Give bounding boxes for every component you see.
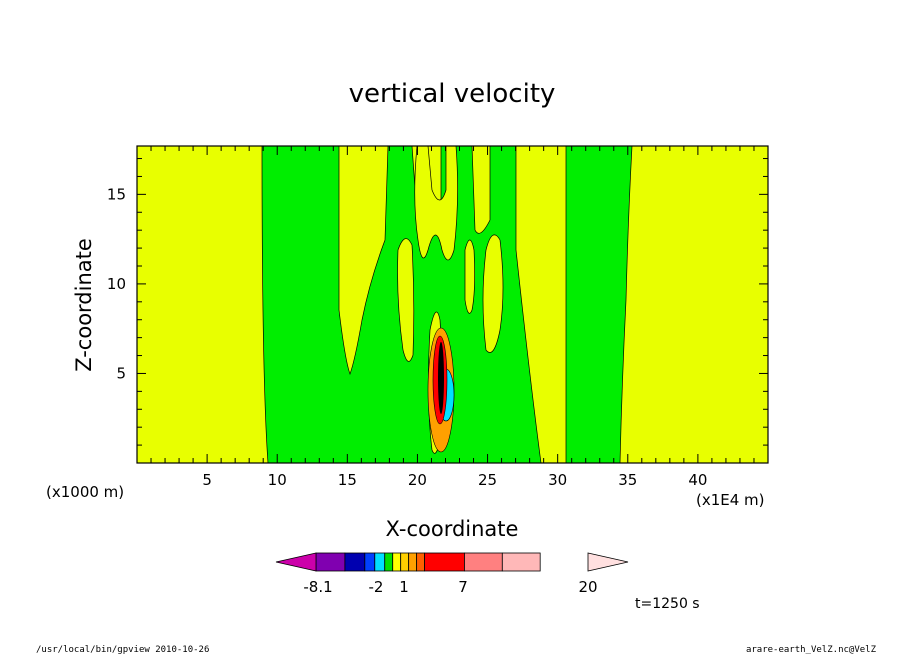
yellow-lobe-1 — [397, 238, 415, 362]
y-tick-label: 5 — [116, 364, 126, 382]
colorbar-label: -2 — [369, 578, 384, 596]
x-tick-label: 15 — [338, 471, 357, 489]
time-label: t=1250 s — [635, 596, 700, 612]
x-tick-label: 30 — [548, 471, 567, 489]
colorbar-segment — [374, 552, 386, 572]
y-tick-label: 10 — [107, 275, 126, 293]
colorbar-right-arrow — [587, 552, 629, 572]
chart-title: vertical velocity — [349, 79, 556, 109]
x-tick-label: 25 — [478, 471, 497, 489]
colorbar-segment — [416, 552, 426, 572]
x-tick-label: 5 — [202, 471, 212, 489]
colorbar-segment — [315, 552, 346, 572]
colorbar-segment — [344, 552, 366, 572]
x-unit-right: (x1E4 m) — [696, 491, 765, 509]
yellow-lobe-5 — [464, 239, 476, 314]
x-axis-label: X-coordinate — [386, 517, 519, 541]
colorbar-label: 1 — [399, 578, 409, 596]
colorbar-segment — [501, 552, 541, 572]
colorbar-label: 20 — [578, 578, 597, 596]
yellow-lobe-2 — [414, 145, 458, 261]
colorbar-label: 7 — [458, 578, 468, 596]
green-region-right — [565, 145, 633, 464]
colorbar-segment — [400, 552, 410, 572]
colorbar-segment — [384, 552, 394, 572]
colorbar-label: -8.1 — [303, 578, 332, 596]
x-tick-label: 20 — [408, 471, 427, 489]
colorbar — [275, 552, 629, 572]
colorbar-segment — [408, 552, 418, 572]
colorbar-segment — [464, 552, 503, 572]
colorbar-segment — [392, 552, 402, 572]
y-axis-label: Z-coordinate — [72, 238, 96, 372]
plot-frame — [136, 145, 769, 464]
colorbar-segment — [364, 552, 376, 572]
x-unit-left: (x1000 m) — [46, 483, 124, 501]
x-tick-label: 10 — [268, 471, 287, 489]
colorbar-segment — [424, 552, 465, 572]
footer-right: arare-earth_VelZ.nc@VelZ — [746, 645, 877, 654]
plot-area: 5 10 15 20 25 30 35 40 5 10 15 — [107, 145, 769, 489]
y-tick-label: 15 — [107, 185, 126, 203]
x-tick-label: 40 — [688, 471, 707, 489]
footer-left: /usr/local/bin/gpview 2010-10-26 — [36, 645, 209, 654]
core-dense-contours — [438, 342, 444, 414]
yellow-lobe-3 — [482, 234, 504, 353]
x-tick-label: 35 — [618, 471, 637, 489]
colorbar-left-arrow — [275, 552, 317, 572]
colorbar-labels: -8.1 -2 1 7 20 — [303, 578, 597, 596]
